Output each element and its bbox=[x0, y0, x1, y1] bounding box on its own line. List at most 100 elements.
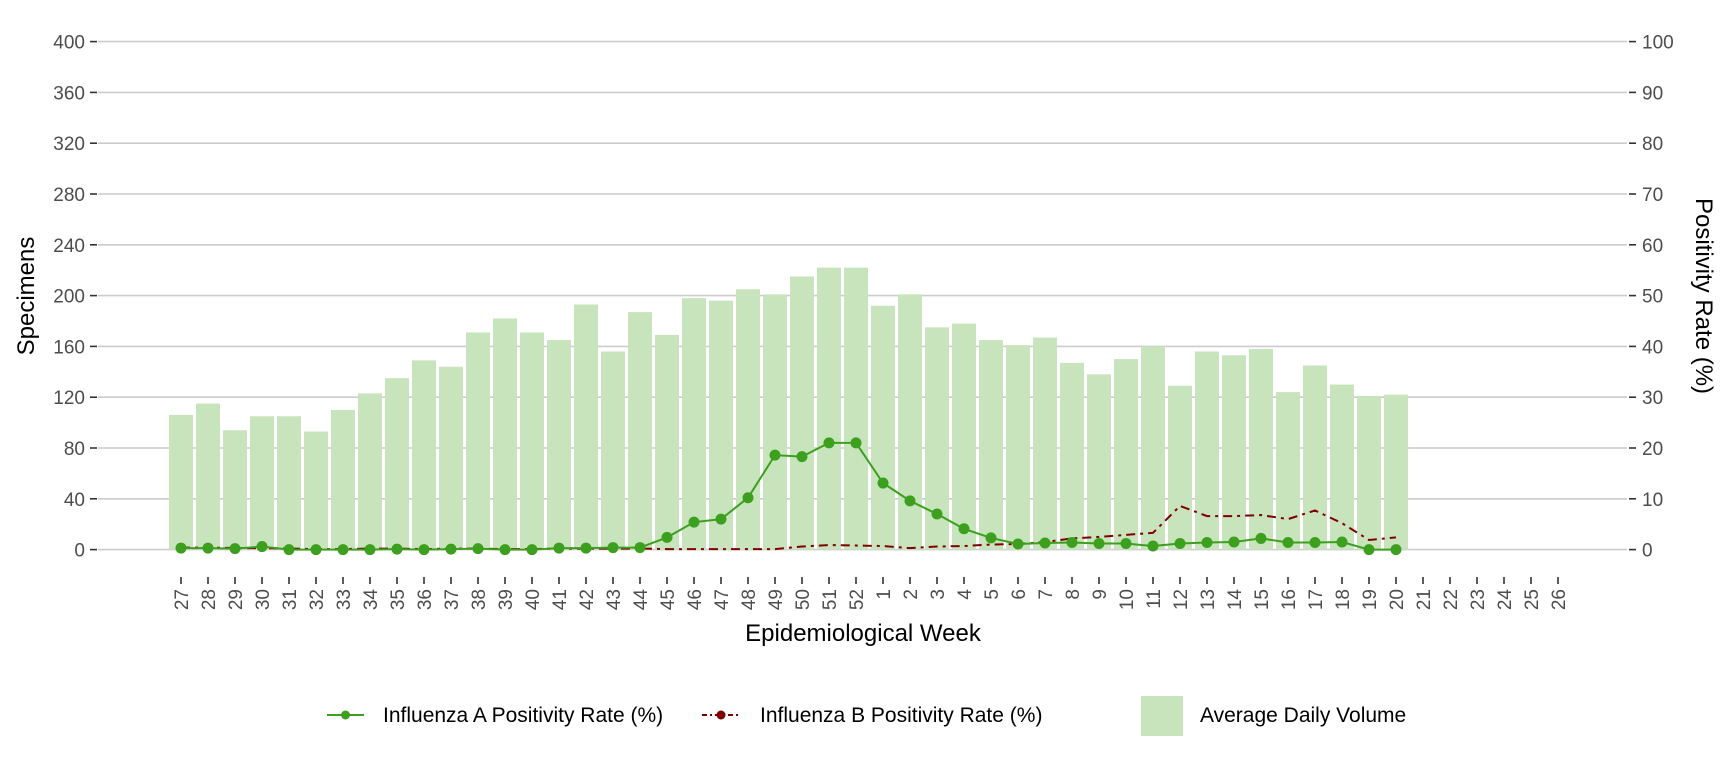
x-tick-label: 44 bbox=[631, 589, 652, 611]
bar bbox=[1222, 355, 1246, 550]
legend-marker-a-icon bbox=[341, 710, 350, 720]
x-tick-label: 9 bbox=[1090, 589, 1111, 600]
x-tick-label: 7 bbox=[1036, 589, 1057, 600]
x-tick-label: 41 bbox=[550, 589, 571, 610]
point-influenza-a bbox=[472, 543, 484, 555]
legend-label-a: Influenza A Positivity Rate (%) bbox=[383, 704, 663, 727]
x-tick-label: 42 bbox=[577, 589, 598, 610]
bar bbox=[898, 294, 922, 550]
x-tick-label: 48 bbox=[739, 589, 760, 610]
point-influenza-a bbox=[256, 541, 268, 553]
x-tick-label: 24 bbox=[1495, 589, 1516, 611]
y-right-tick-label: 60 bbox=[1642, 236, 1663, 257]
point-influenza-a bbox=[1174, 538, 1186, 550]
x-tick-label: 6 bbox=[1009, 589, 1030, 600]
bar bbox=[277, 416, 301, 550]
x-tick-label: 45 bbox=[658, 589, 679, 610]
x-tick-label: 49 bbox=[766, 589, 787, 610]
point-influenza-a bbox=[796, 451, 808, 463]
bar bbox=[682, 298, 706, 550]
y-axis-left: 0 40 80 120 160 200 240 280 320 360 400 bbox=[53, 33, 97, 562]
x-tick-label: 14 bbox=[1225, 589, 1246, 611]
point-influenza-a bbox=[1039, 537, 1051, 549]
x-tick-label: 10 bbox=[1117, 589, 1138, 610]
bar bbox=[196, 403, 220, 550]
x-tick-label: 23 bbox=[1468, 589, 1489, 610]
point-influenza-a bbox=[1201, 536, 1213, 548]
point-influenza-a bbox=[931, 508, 943, 520]
bar bbox=[385, 378, 409, 550]
point-influenza-a bbox=[1390, 544, 1402, 556]
y-left-tick-label: 40 bbox=[64, 490, 85, 511]
bar bbox=[412, 360, 436, 550]
y-left-tick-label: 80 bbox=[64, 439, 85, 460]
bar bbox=[1006, 345, 1030, 550]
y-right-tick-label: 50 bbox=[1642, 287, 1663, 308]
x-tick-label: 28 bbox=[199, 589, 220, 610]
point-influenza-a bbox=[202, 542, 214, 554]
legend-item-volume[interactable]: Average Daily Volume bbox=[1141, 696, 1406, 736]
x-tick-label: 34 bbox=[361, 589, 382, 611]
point-influenza-a bbox=[418, 544, 430, 556]
point-influenza-a bbox=[499, 544, 511, 556]
y-right-tick-label: 100 bbox=[1642, 33, 1674, 54]
point-influenza-a bbox=[742, 492, 754, 504]
point-influenza-a bbox=[688, 516, 700, 528]
point-influenza-a bbox=[337, 544, 349, 556]
point-influenza-a bbox=[1093, 538, 1105, 550]
bar bbox=[655, 334, 679, 550]
x-tick-label: 40 bbox=[523, 589, 544, 610]
point-influenza-a bbox=[1309, 536, 1321, 548]
line-influenza-a bbox=[175, 437, 1402, 556]
y-left-tick-label: 280 bbox=[53, 185, 85, 206]
point-influenza-a bbox=[1255, 532, 1267, 544]
y-axis-right-title: Positivity Rate (%) bbox=[1690, 198, 1717, 394]
bar bbox=[790, 276, 814, 550]
y-left-tick-label: 120 bbox=[53, 388, 85, 409]
y-left-tick-label: 200 bbox=[53, 287, 85, 308]
point-influenza-a bbox=[553, 542, 565, 554]
x-tick-label: 22 bbox=[1441, 589, 1462, 610]
bar bbox=[736, 289, 760, 550]
point-influenza-a bbox=[904, 495, 916, 507]
bar bbox=[1060, 362, 1084, 550]
x-tick-label: 32 bbox=[307, 589, 328, 610]
x-tick-label: 29 bbox=[226, 589, 247, 610]
x-tick-label: 17 bbox=[1306, 589, 1327, 610]
bar bbox=[1114, 359, 1138, 550]
x-tick-label: 2 bbox=[901, 589, 922, 600]
point-influenza-a bbox=[580, 542, 592, 554]
y-left-tick-label: 360 bbox=[53, 83, 85, 104]
x-tick-label: 37 bbox=[442, 589, 463, 610]
bar bbox=[331, 409, 355, 550]
legend-label-volume: Average Daily Volume bbox=[1200, 704, 1406, 727]
bar bbox=[601, 351, 625, 550]
point-influenza-a bbox=[1147, 540, 1159, 552]
bar bbox=[979, 340, 1003, 550]
bar bbox=[520, 332, 544, 550]
legend-item-influenza-b[interactable]: Influenza B Positivity Rate (%) bbox=[702, 704, 1042, 727]
x-tick-label: 1 bbox=[874, 589, 895, 600]
bar bbox=[1384, 394, 1408, 550]
x-tick-label: 46 bbox=[685, 589, 706, 610]
legend-swatch-volume-icon bbox=[1141, 696, 1183, 736]
x-tick-label: 11 bbox=[1144, 589, 1165, 609]
legend-marker-b-icon bbox=[716, 710, 726, 720]
bar bbox=[304, 431, 328, 550]
point-influenza-a bbox=[364, 544, 376, 556]
y-right-tick-label: 20 bbox=[1642, 439, 1663, 460]
point-influenza-a bbox=[607, 542, 619, 554]
point-influenza-a bbox=[229, 543, 241, 555]
y-left-tick-label: 160 bbox=[53, 337, 85, 358]
x-tick-label: 16 bbox=[1279, 589, 1300, 610]
x-tick-label: 27 bbox=[172, 589, 193, 610]
y-right-tick-label: 70 bbox=[1642, 185, 1663, 206]
bar bbox=[1276, 392, 1300, 550]
point-influenza-a bbox=[1282, 536, 1294, 548]
x-tick-label: 4 bbox=[955, 589, 976, 600]
point-influenza-a bbox=[283, 544, 295, 556]
legend-item-influenza-a[interactable]: Influenza A Positivity Rate (%) bbox=[327, 704, 663, 727]
y-axis-left-title: Specimens bbox=[13, 237, 40, 356]
x-tick-label: 20 bbox=[1387, 589, 1408, 610]
